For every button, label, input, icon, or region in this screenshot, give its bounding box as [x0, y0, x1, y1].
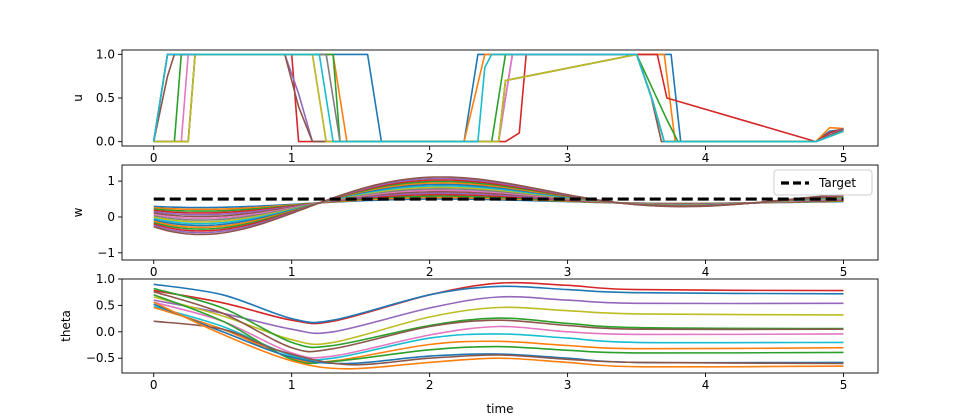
x-tick-label: 0: [150, 151, 158, 165]
y-axis-label: u: [71, 94, 85, 102]
theta-series-line: [153, 294, 844, 365]
x-tick-label: 2: [426, 265, 434, 279]
theta-series-line: [153, 320, 844, 366]
y-tick-label: 0: [107, 210, 115, 224]
legend: Target: [773, 169, 873, 196]
x-tick-label: 3: [564, 265, 572, 279]
x-axis-label: time: [486, 402, 513, 416]
u-panel: 0 1 2 3 4 5 0.0 0.5 1.0 u: [71, 47, 879, 165]
y-tick-label: 0.5: [96, 91, 115, 105]
y-tick-label: −1: [97, 246, 115, 260]
w-panel: 0 1 2 3 4 5 −1 0 1 w Target: [71, 164, 879, 279]
y-tick-label: 0.5: [96, 298, 115, 312]
x-tick-label: 2: [426, 151, 434, 165]
x-tick-label: 4: [702, 265, 710, 279]
plot-lines: [153, 281, 844, 370]
axes-frame: [121, 278, 879, 374]
y-tick-label: 1: [107, 174, 115, 188]
y-tick-label: 1.0: [96, 47, 115, 61]
plot-lines: [152, 53, 844, 143]
w-series-line: [153, 176, 844, 236]
x-tick-label: 1: [288, 378, 296, 392]
y-tick-label: 0.0: [96, 135, 115, 149]
y-axis-label: theta: [59, 310, 73, 342]
x-tick-label: 0: [150, 378, 158, 392]
plot-lines: [153, 176, 844, 236]
x-tick-label: 5: [840, 378, 848, 392]
x-tick-label: 4: [702, 378, 710, 392]
u-series-line: [153, 53, 844, 143]
theta-series-line: [153, 305, 844, 361]
theta-series-line: [153, 283, 844, 324]
theta-series-line: [153, 287, 844, 349]
y-axis-label: w: [71, 207, 85, 217]
x-tick-label: 1: [288, 265, 296, 279]
theta-series-line: [153, 306, 844, 364]
x-tick-label: 0: [150, 265, 158, 279]
x-tick-label: 5: [840, 265, 848, 279]
theta-series-line: [153, 301, 844, 370]
u-series-line: [152, 53, 844, 143]
x-tick-label: 5: [840, 151, 848, 165]
legend-label-target: Target: [818, 176, 856, 190]
x-tick-label: 1: [288, 151, 296, 165]
axes-frame: [121, 164, 879, 261]
theta-series-line: [153, 301, 844, 359]
x-tick-label: 3: [564, 151, 572, 165]
y-tick-label: 1.0: [96, 272, 115, 286]
theta-series-line: [153, 290, 844, 353]
x-tick-label: 3: [564, 378, 572, 392]
x-tick-label: 2: [426, 378, 434, 392]
theta-series-line: [153, 295, 844, 335]
x-tick-label: 4: [702, 151, 710, 165]
y-tick-label: −0.5: [86, 351, 115, 365]
y-tick-label: 0.0: [96, 325, 115, 339]
theta-series-line: [153, 296, 844, 346]
theta-panel: 0 1 2 3 4 5 −0.5 0.0 0.5 1.0 theta time: [59, 272, 879, 416]
legend-box: [773, 169, 873, 196]
